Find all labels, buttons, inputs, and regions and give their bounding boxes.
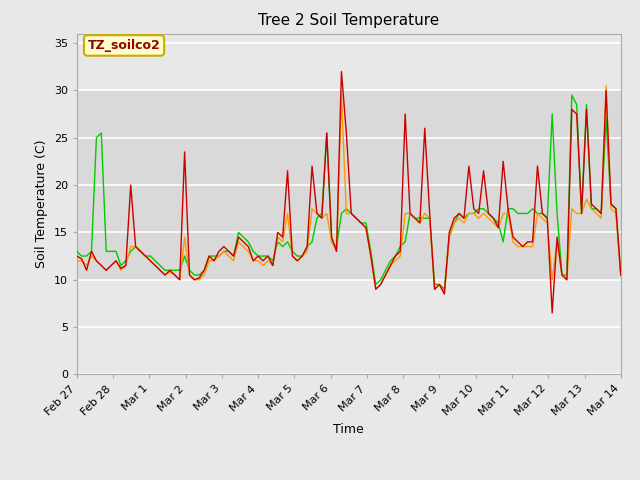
Tree2 -2cm	[73, 253, 81, 259]
Tree2 -4cm	[617, 272, 625, 278]
Tree2 -4cm	[445, 234, 453, 240]
Tree2 -2cm	[445, 229, 453, 235]
Tree2 -2cm	[548, 310, 556, 316]
Tree2 -2cm	[607, 201, 615, 207]
Tree2 -4cm	[607, 206, 615, 212]
Tree2 -4cm	[499, 211, 507, 216]
X-axis label: Time: Time	[333, 423, 364, 436]
Tree2 -8cm	[617, 272, 625, 278]
Tree2 -2cm	[264, 253, 272, 259]
Line: Tree2 -4cm: Tree2 -4cm	[77, 85, 621, 294]
Tree2 -4cm	[264, 258, 272, 264]
Tree2 -4cm	[73, 258, 81, 264]
Tree2 -8cm	[470, 211, 477, 216]
Tree2 -8cm	[499, 239, 507, 245]
Tree2 -8cm	[445, 234, 453, 240]
Text: TZ_soilco2: TZ_soilco2	[88, 39, 161, 52]
Line: Tree2 -8cm: Tree2 -8cm	[77, 95, 621, 289]
Line: Tree2 -2cm: Tree2 -2cm	[77, 72, 621, 313]
Y-axis label: Soil Temperature (C): Soil Temperature (C)	[35, 140, 48, 268]
Tree2 -2cm	[381, 272, 389, 278]
Tree2 -4cm	[470, 211, 477, 216]
Tree2 -4cm	[440, 291, 448, 297]
Tree2 -4cm	[602, 83, 610, 88]
Tree2 -2cm	[338, 69, 346, 74]
Title: Tree 2 Soil Temperature: Tree 2 Soil Temperature	[258, 13, 440, 28]
Tree2 -8cm	[73, 249, 81, 254]
Tree2 -2cm	[617, 272, 625, 278]
Bar	[77, 90, 621, 280]
Tree2 -8cm	[440, 286, 448, 292]
Tree2 -8cm	[377, 277, 385, 283]
Tree2 -2cm	[470, 206, 477, 212]
Tree2 -8cm	[607, 201, 615, 207]
Tree2 -4cm	[377, 282, 385, 288]
Tree2 -2cm	[499, 158, 507, 164]
Tree2 -8cm	[568, 92, 575, 98]
Tree2 -8cm	[264, 253, 272, 259]
